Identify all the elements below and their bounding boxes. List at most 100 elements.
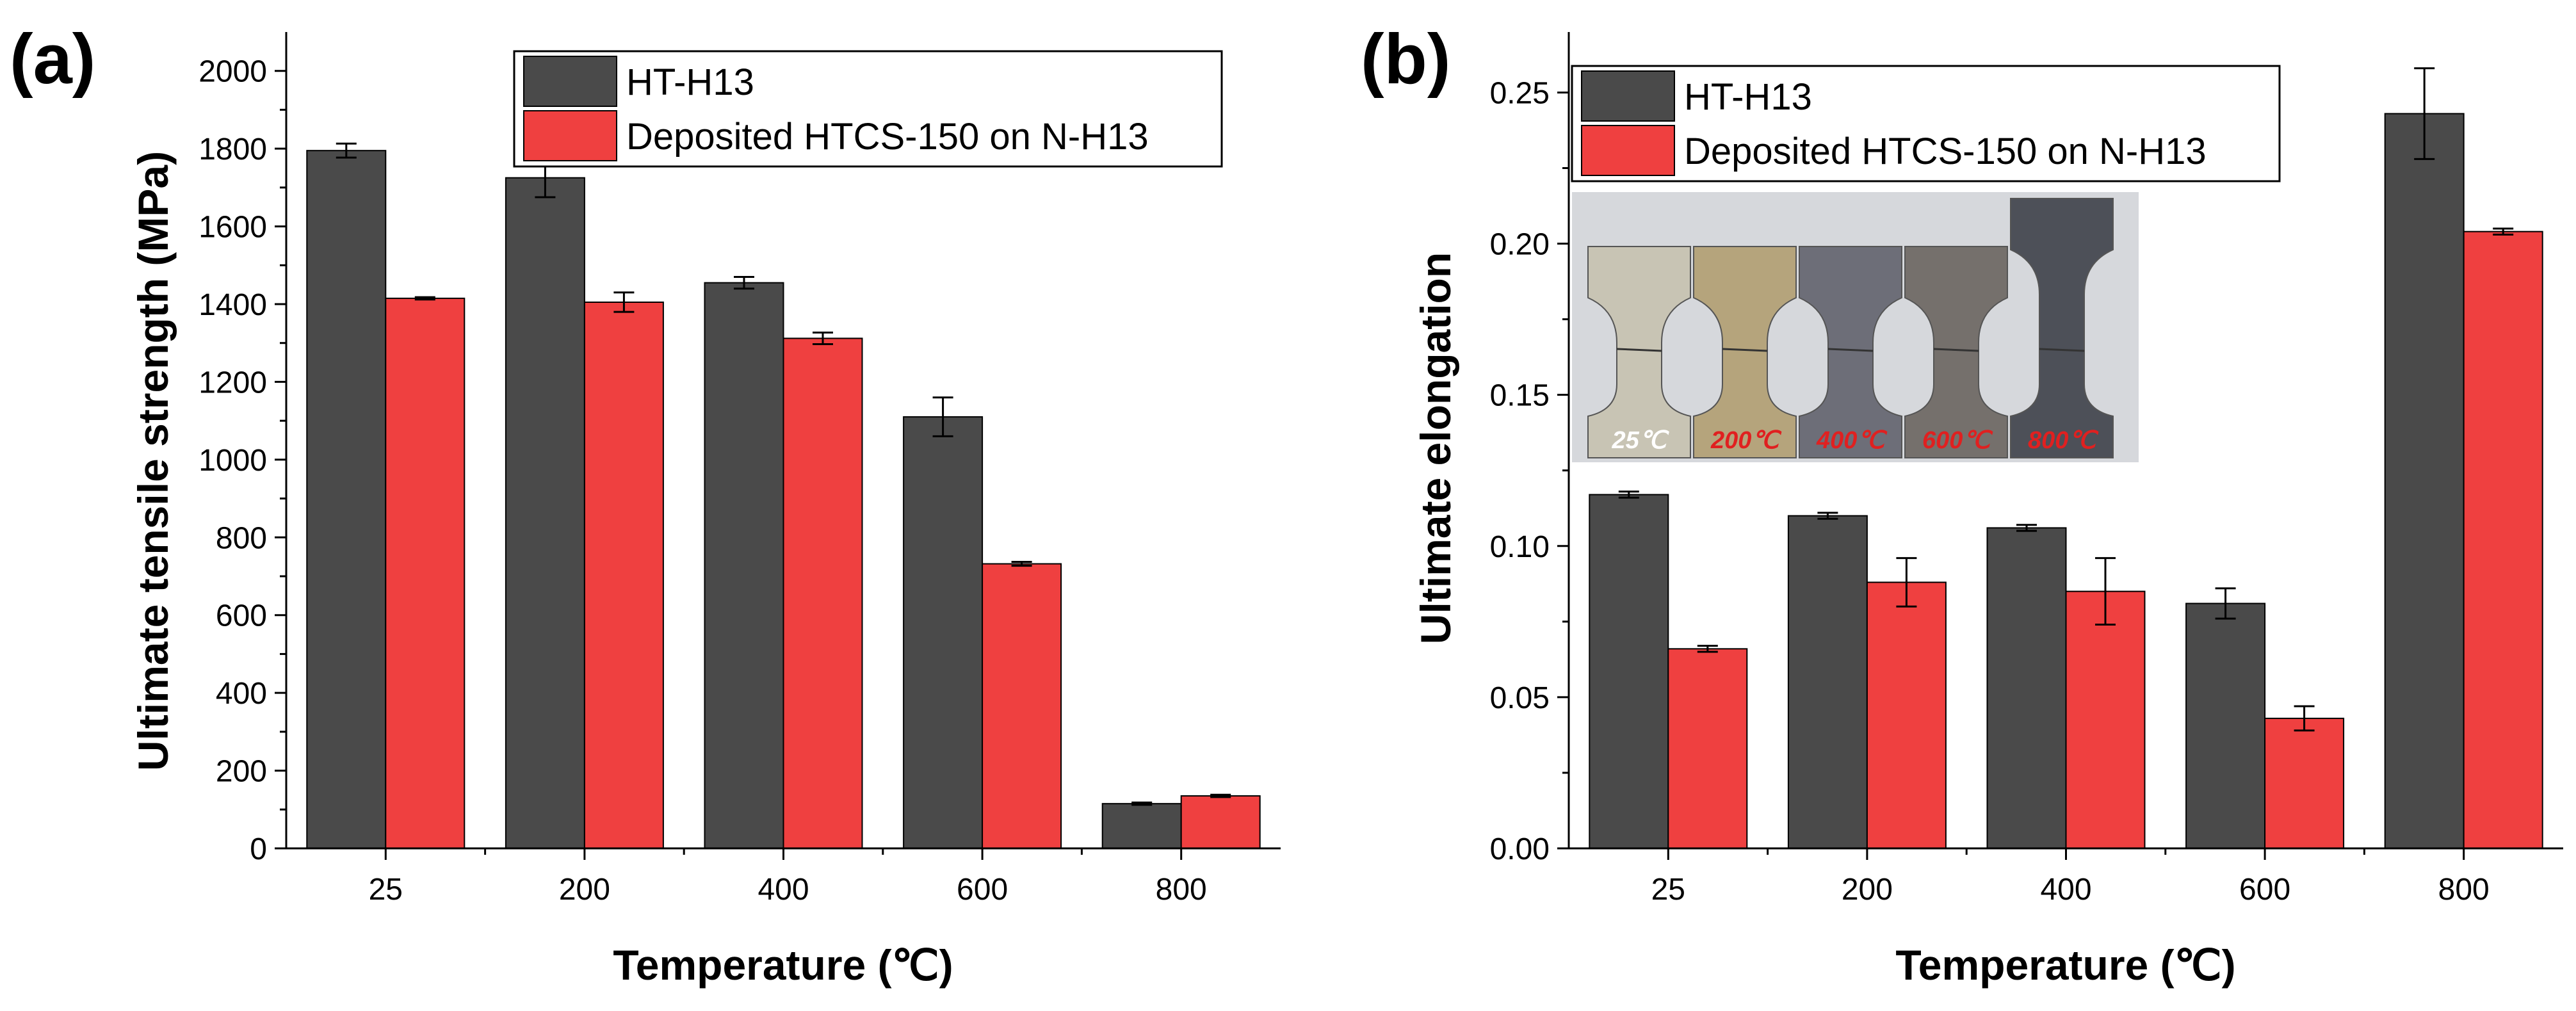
panel-a-ytick-label: 0 — [250, 832, 267, 866]
panel-b-xtick-label-600: 600 — [2239, 873, 2290, 907]
panel-b-bar-deposited-800 — [2463, 231, 2543, 849]
panel-b-bar-ht-h13-25 — [1589, 494, 1669, 849]
panel-b-error-bars — [1618, 67, 2514, 732]
panel-a-ytick-label: 1000 — [198, 444, 267, 478]
panel-b-bar-ht-h13-200 — [1787, 515, 1868, 849]
panel-a-xtick-label-800: 800 — [1156, 873, 1207, 907]
panel-a-xtick-label-200: 200 — [559, 873, 610, 907]
panel-a-bar-deposited-600 — [982, 563, 1062, 849]
panel-b-ylabel: Ultimate elongation — [1412, 252, 1459, 644]
panel-b-xlabel: Temperature (℃) — [1895, 941, 2235, 989]
panel-a-legend-swatch-ht-h13 — [523, 56, 617, 107]
inset-specimen-4: 800℃ — [2010, 198, 2114, 458]
panel-a-label: (a) — [10, 20, 95, 99]
inset-label-3: 600℃ — [1922, 427, 1993, 454]
panel-a-bar-ht-h13-25 — [306, 150, 387, 849]
panel-b-legend-box — [1571, 65, 2281, 182]
panel-a-ytick-label: 800 — [216, 521, 267, 555]
panel-b-bar-ht-h13-600 — [2185, 603, 2266, 849]
panel-b-xtick-label-400: 400 — [2040, 873, 2091, 907]
panel-a-ytick-label: 400 — [216, 677, 267, 711]
inset-specimen-0: 25℃ — [1587, 246, 1691, 458]
panel-a-legend-label-ht-h13: HT-H13 — [626, 61, 754, 103]
panel-a-bar-deposited-25 — [385, 297, 466, 849]
panel-a-xtick-label-600: 600 — [957, 873, 1008, 907]
panel-a-ytick-label: 600 — [216, 599, 267, 633]
inset-specimen-1: 200℃ — [1693, 246, 1797, 458]
panel-a-ylabel: Ultimate tensile strength (MPa) — [129, 151, 177, 771]
panel-b-ytick-label: 0.05 — [1490, 681, 1550, 715]
panel-a-legend-label-deposited: Deposited HTCS-150 on N-H13 — [626, 116, 1149, 158]
panel-b-legend-swatch-deposited — [1581, 125, 1675, 176]
panel-b-bar-deposited-25 — [1667, 648, 1748, 849]
panel-a-xtick-label-25: 25 — [369, 873, 403, 907]
panel-b-errorbar-deposited-400 — [2095, 557, 2116, 626]
panel-b-legend-label-deposited: Deposited HTCS-150 on N-H13 — [1684, 131, 2207, 172]
panel-b-xtick-label-800: 800 — [2438, 873, 2490, 907]
panel-b-bar-deposited-200 — [1866, 581, 1947, 849]
panel-a-error-bars — [336, 142, 1231, 806]
panel-a-ytick-label: 1400 — [198, 288, 267, 322]
panel-b-bar-deposited-600 — [2264, 717, 2345, 850]
panel-b-bar-deposited-400 — [2065, 590, 2146, 849]
panel-b-legend-label-ht-h13: HT-H13 — [1684, 76, 1812, 118]
panel-b-bar-ht-h13-800 — [2384, 113, 2465, 849]
panel-a-errorbar-deposited-25 — [414, 296, 435, 301]
panel-b-bar-ht-h13-400 — [1986, 527, 2067, 849]
panel-a-bar-deposited-200 — [583, 301, 664, 849]
panel-b-ytick-label: 0.00 — [1490, 832, 1550, 866]
panel-b-ytick-label: 0.20 — [1490, 228, 1550, 262]
panel-b-axes: 25 200 400 600 800 0.00 0.05 0.10 0.15 0.20 0.25 — [1490, 32, 2563, 907]
panel-b-errorbar-ht-h13-200 — [1817, 512, 1838, 520]
panel-b-errorbar-deposited-600 — [2294, 705, 2315, 732]
panel-a-bar-ht-h13-200 — [505, 177, 585, 849]
panel-b-legend-swatch-ht-h13 — [1581, 70, 1675, 122]
panel-a-ytick-label: 1200 — [198, 366, 267, 400]
panel-b-ytick-label: 0.15 — [1490, 379, 1550, 413]
panel-a-errorbar-ht-h13-600 — [932, 396, 953, 437]
panel-a-bar-deposited-400 — [782, 337, 863, 849]
panel-b-errorbar-ht-h13-600 — [2215, 587, 2236, 620]
inset-label-2: 400℃ — [1816, 427, 1888, 454]
panel-a-bar-ht-h13-800 — [1101, 803, 1182, 850]
panel-b: (b) Ultimate elongation Temperature (℃) … — [1361, 20, 2563, 989]
panel-b-ytick-label: 0.25 — [1490, 76, 1550, 110]
panel-b-errorbar-ht-h13-800 — [2414, 67, 2435, 160]
panel-a-errorbar-ht-h13-400 — [734, 276, 754, 290]
panel-a-errorbar-deposited-200 — [613, 291, 635, 313]
panel-a-errorbar-deposited-600 — [1011, 561, 1032, 567]
panel-a-errorbar-ht-h13-25 — [336, 142, 357, 159]
panel-a-bar-ht-h13-600 — [903, 416, 984, 849]
inset-specimen-2: 400℃ — [1799, 246, 1902, 458]
panel-a-errorbar-ht-h13-800 — [1131, 801, 1153, 806]
panel-b-xtick-label-200: 200 — [1842, 873, 1893, 907]
panel-b-ytick-label: 0.10 — [1490, 530, 1550, 564]
panel-a-ytick-label: 2000 — [198, 55, 267, 89]
inset-label-0: 25℃ — [1612, 427, 1670, 454]
panel-a-axes: 25 200 400 600 800 0 200 400 600 800 1000 1200 1400 1… — [198, 32, 1281, 907]
panel-a-ytick-label: 1800 — [198, 133, 267, 166]
inset-specimens: 25℃ 200℃ 400℃ 600℃ 800℃ — [1587, 198, 2114, 458]
panel-a-bar-deposited-800 — [1180, 795, 1261, 850]
specimen-photo-inset: 25℃ 200℃ 400℃ 600℃ 800℃ — [1572, 192, 2139, 462]
panel-b-errorbar-ht-h13-25 — [1618, 490, 1639, 499]
panel-a: (a) Ultimate tensile strength (MPa) Temp… — [10, 20, 1281, 989]
panel-b-errorbar-deposited-25 — [1697, 645, 1718, 653]
panel-a-ytick-label: 200 — [216, 755, 267, 789]
panel-a-xtick-label-400: 400 — [757, 873, 809, 907]
panel-a-errorbar-deposited-400 — [813, 331, 833, 346]
panel-a-errorbar-deposited-800 — [1210, 793, 1231, 798]
inset-specimen-3: 600℃ — [1904, 246, 2008, 458]
panel-a-legend-box — [513, 50, 1223, 168]
panel-b-errorbar-ht-h13-400 — [2016, 524, 2037, 532]
panel-a-bars — [306, 150, 1261, 850]
panel-b-label: (b) — [1361, 20, 1450, 99]
panel-b-errorbar-deposited-200 — [1896, 557, 1917, 608]
panel-b-xtick-label-25: 25 — [1651, 873, 1685, 907]
panel-a-legend-swatch-deposited — [523, 110, 617, 161]
panel-a-ytick-label: 1600 — [198, 211, 267, 245]
panel-a-bar-ht-h13-400 — [704, 282, 784, 850]
panel-b-errorbar-deposited-800 — [2493, 227, 2514, 236]
panel-a-legend: HT-H13 Deposited HTCS-150 on N-H13 — [513, 50, 1223, 168]
